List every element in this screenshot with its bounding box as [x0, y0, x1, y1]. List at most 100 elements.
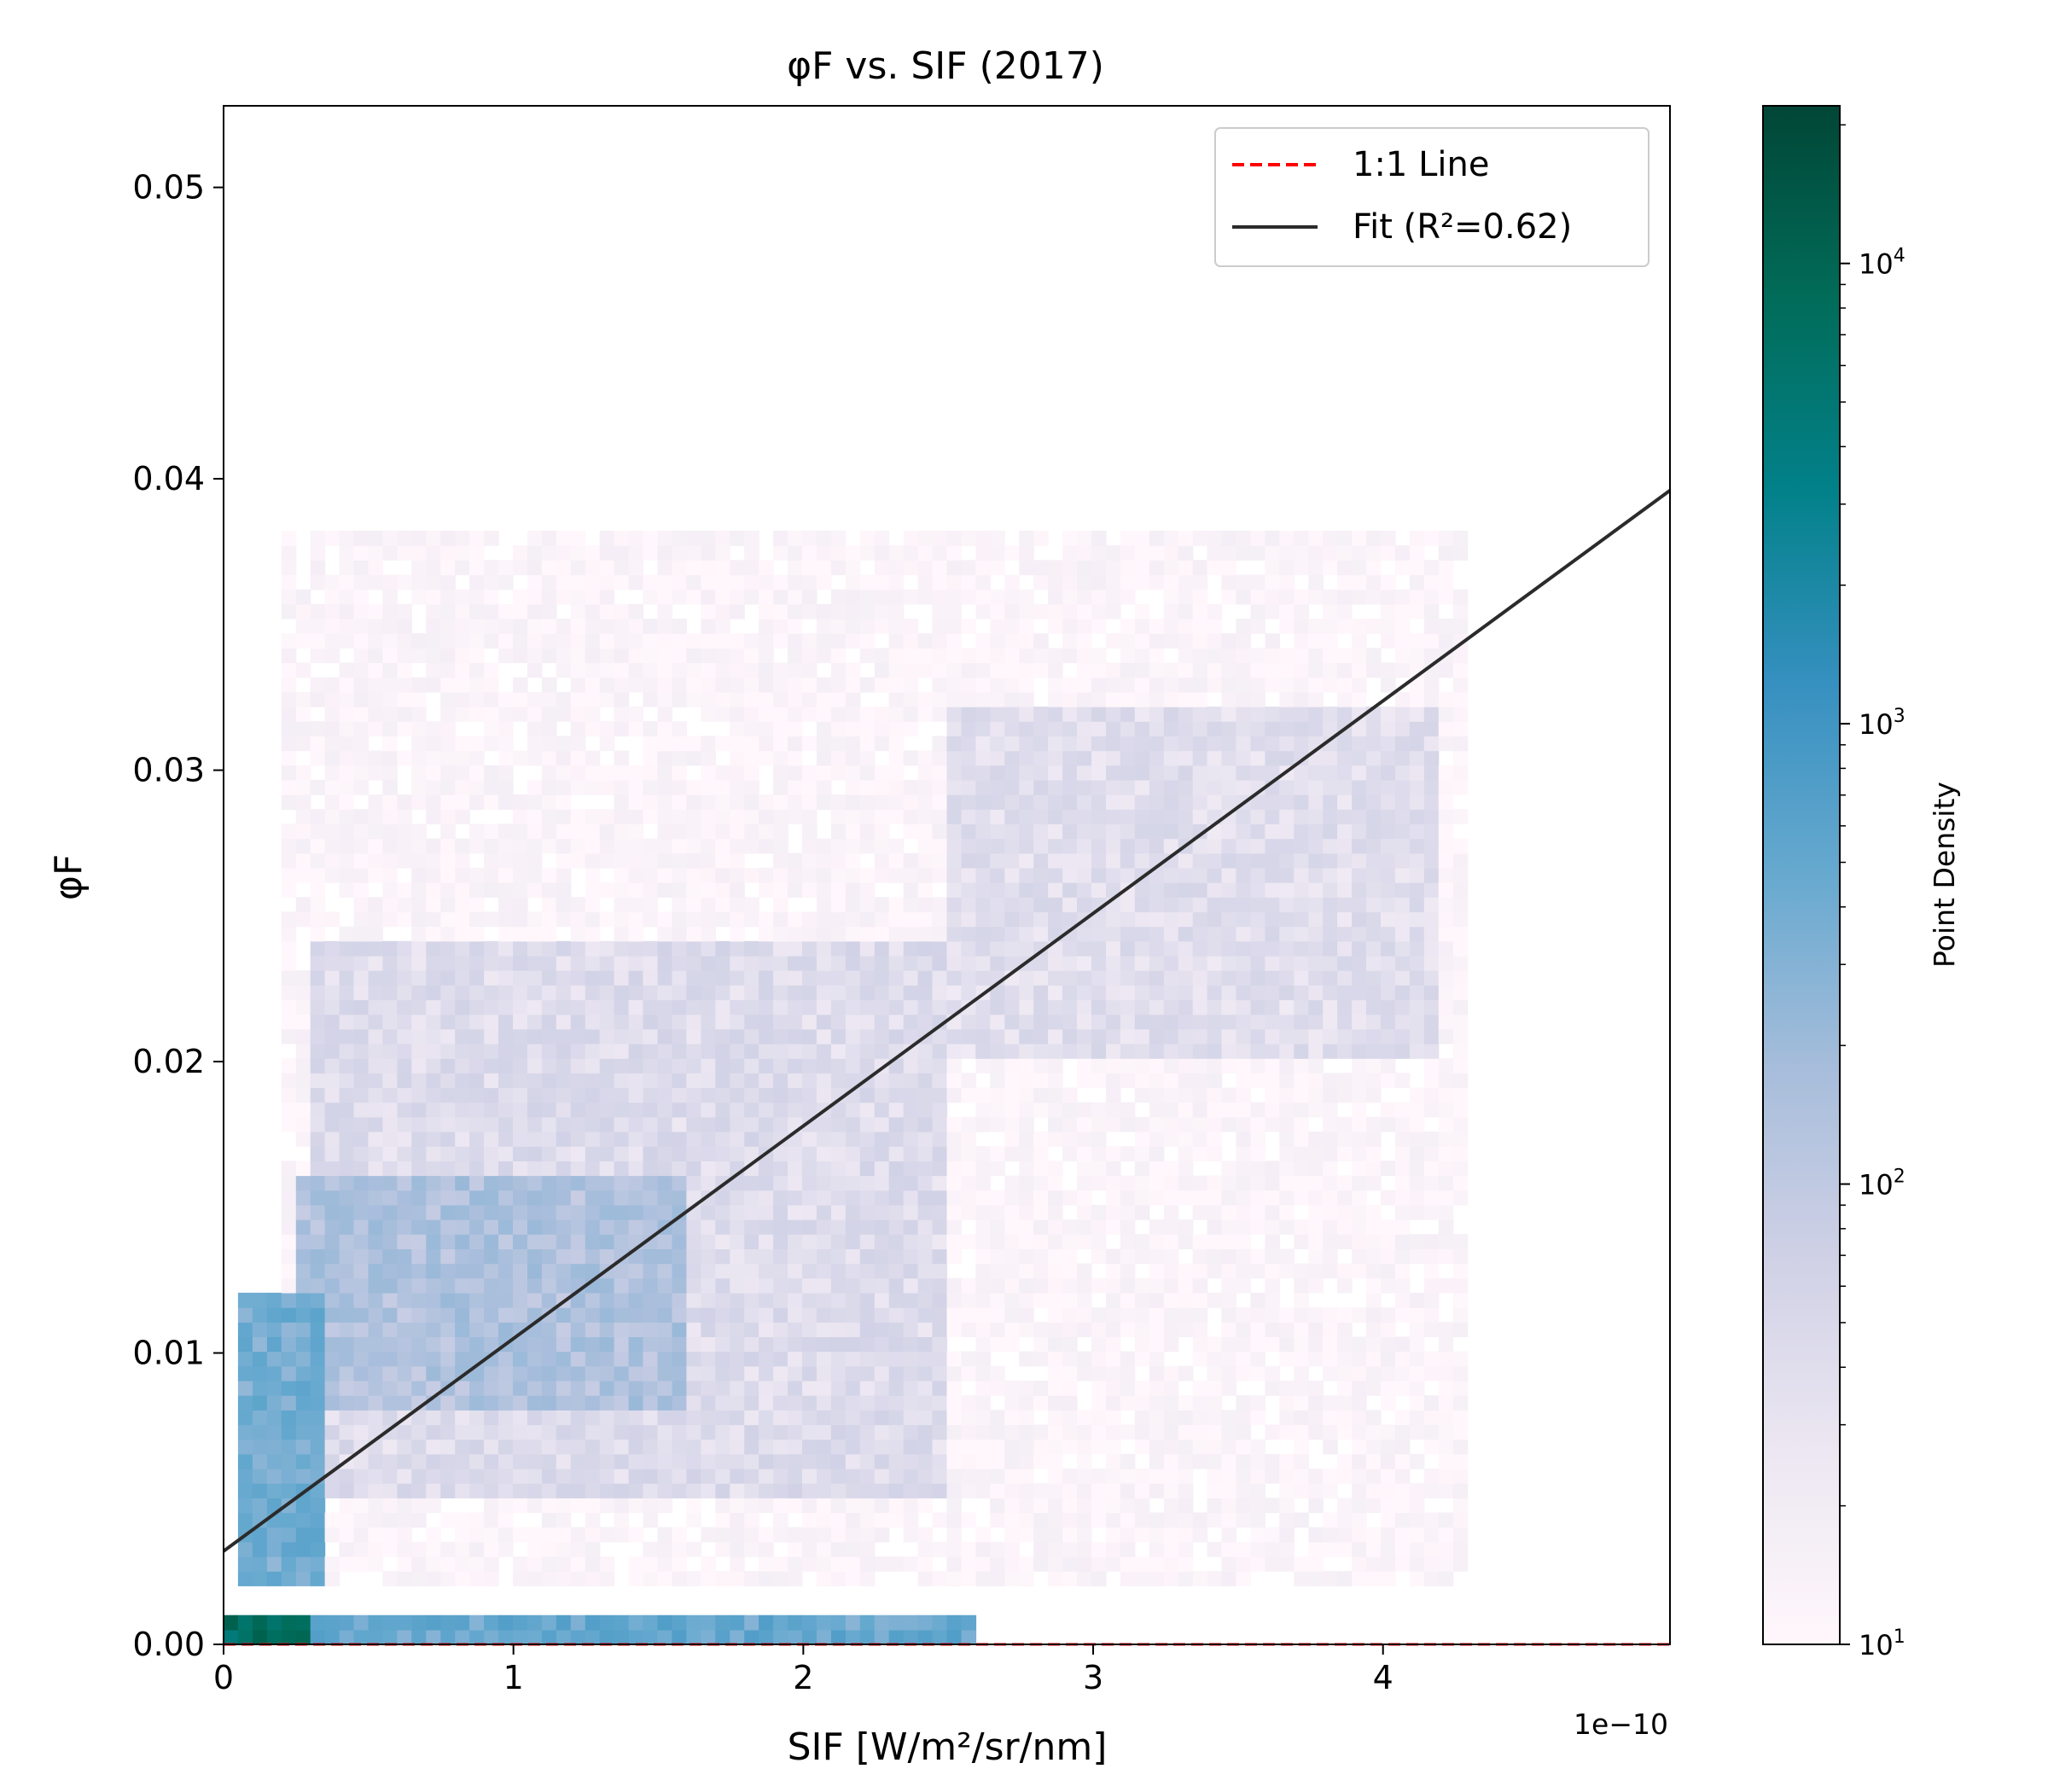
density-cell: [975, 779, 991, 795]
density-cell: [1250, 1527, 1265, 1543]
density-cell: [672, 1556, 687, 1572]
density-cell: [527, 1498, 543, 1514]
density-cell: [237, 1380, 253, 1396]
density-cell: [715, 1058, 730, 1073]
density-cell: [628, 897, 644, 913]
density-cell: [830, 1116, 847, 1132]
density-cell: [643, 1439, 659, 1455]
density-cell: [1004, 1234, 1020, 1249]
density-cell: [237, 1615, 253, 1631]
density-cell: [1048, 794, 1063, 810]
density-cell: [237, 1498, 253, 1514]
density-cell: [917, 838, 934, 854]
density-cell: [961, 574, 977, 591]
density-cell: [917, 809, 934, 824]
density-cell: [527, 574, 543, 591]
density-cell: [946, 662, 963, 678]
density-cell: [744, 1014, 759, 1030]
density-cell: [1221, 1541, 1237, 1557]
density-cell: [1221, 867, 1237, 883]
density-cell: [324, 999, 340, 1015]
density-cell: [295, 721, 311, 736]
density-cell: [788, 765, 803, 781]
density-cell: [715, 838, 730, 854]
density-cell: [686, 736, 701, 752]
density-cell: [672, 779, 687, 795]
density-cell: [701, 1615, 716, 1631]
density-cell: [1120, 560, 1136, 576]
density-cell: [1077, 531, 1092, 546]
density-cell: [759, 1556, 774, 1572]
density-cell: [1308, 955, 1324, 971]
density-cell: [686, 1087, 701, 1103]
density-cell: [426, 531, 441, 546]
density-cell: [440, 1014, 456, 1030]
density-cell: [859, 1116, 876, 1132]
density-cell: [541, 736, 557, 752]
density-cell: [1077, 1351, 1092, 1367]
density-cell: [426, 1468, 441, 1484]
density-cell: [614, 838, 630, 854]
density-cell: [657, 619, 673, 634]
density-cell: [368, 1234, 383, 1249]
density-cell: [888, 809, 905, 824]
density-cell: [859, 1087, 876, 1103]
density-cell: [513, 809, 528, 824]
density-cell: [455, 1410, 470, 1426]
density-cell: [845, 1190, 861, 1206]
density-cell: [917, 897, 934, 913]
density-cell: [339, 809, 355, 824]
density-cell: [744, 1483, 759, 1498]
density-cell: [614, 1146, 630, 1161]
density-cell: [802, 1028, 817, 1044]
density-cell: [990, 1014, 1005, 1030]
density-cell: [426, 1483, 441, 1498]
density-cell: [599, 1322, 615, 1337]
density-cell: [1033, 823, 1049, 840]
density-cell: [1178, 1190, 1194, 1206]
density-cell: [1062, 926, 1078, 942]
density-cell: [845, 1483, 861, 1498]
density-cell: [1120, 1365, 1136, 1382]
density-cell: [903, 1058, 919, 1073]
density-cell: [628, 1615, 644, 1631]
density-cell: [585, 926, 601, 942]
density-cell: [1192, 1028, 1208, 1044]
density-cell: [426, 1629, 441, 1644]
density-cell: [1062, 838, 1078, 854]
density-cell: [1062, 897, 1078, 913]
density-cell: [1106, 1395, 1121, 1411]
density-cell: [932, 1629, 948, 1644]
density-cell: [324, 707, 340, 722]
density-cell: [1019, 1439, 1034, 1455]
density-cell: [773, 794, 788, 810]
density-cell: [1178, 603, 1194, 620]
density-cell: [1178, 911, 1194, 928]
density-cell: [1250, 1322, 1265, 1337]
density-cell: [484, 1116, 499, 1132]
density-cell: [541, 1116, 557, 1132]
density-cell: [1192, 1453, 1208, 1469]
density-cell: [715, 1468, 730, 1484]
density-cell: [672, 1453, 687, 1469]
density-cell: [802, 1058, 817, 1073]
density-cell: [353, 662, 369, 678]
density-cell: [1048, 1132, 1063, 1147]
density-cell: [1149, 633, 1165, 649]
density-cell: [455, 1204, 470, 1220]
density-cell: [1004, 1512, 1020, 1528]
density-cell: [541, 1234, 557, 1249]
density-cell: [1192, 1307, 1208, 1323]
density-cell: [455, 1307, 470, 1323]
density-cell: [527, 1468, 543, 1484]
density-cell: [1192, 999, 1208, 1015]
density-cell: [281, 1058, 297, 1073]
density-cell: [484, 574, 499, 591]
density-cell: [295, 736, 311, 752]
density-cell: [946, 603, 963, 620]
density-cell: [541, 1439, 557, 1455]
density-cell: [730, 779, 745, 795]
density-cell: [643, 1498, 659, 1514]
density-cell: [469, 970, 485, 986]
density-cell: [1178, 823, 1194, 840]
